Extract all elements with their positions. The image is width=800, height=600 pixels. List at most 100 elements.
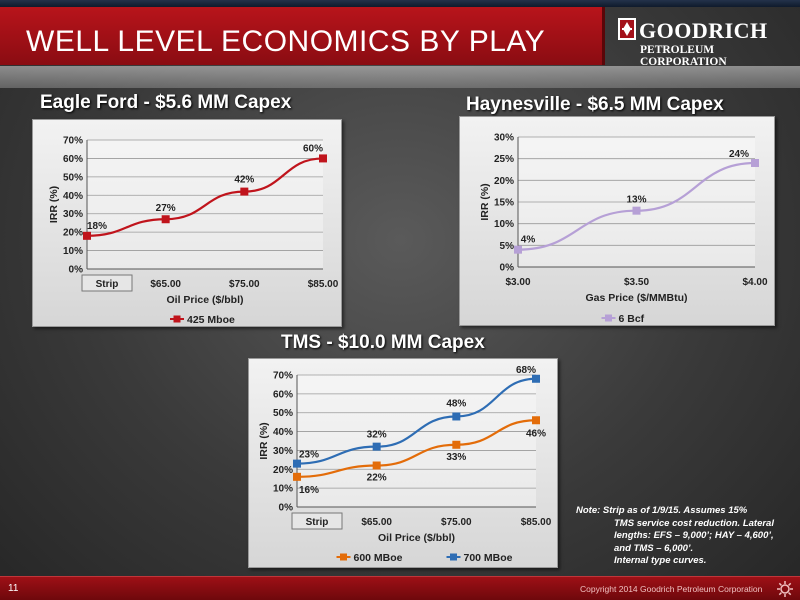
ef-data-point	[83, 231, 91, 240]
title-bar: WELL LEVEL ECONOMICS BY PLAY	[0, 7, 605, 65]
slide-title: WELL LEVEL ECONOMICS BY PLAY	[26, 25, 546, 58]
ef-data-label: 27%	[156, 203, 176, 214]
hv-data-point	[632, 206, 641, 215]
hv-y-tick-label: 20%	[494, 176, 514, 187]
hv-data-label: 24%	[729, 149, 749, 160]
eagle-ford-chart: 0% 10% 20% 30% 40% 50% 60% 70% Strip $65.00 $75.00…	[48, 136, 339, 327]
ef-data-label: 42%	[234, 175, 254, 186]
hv-legend-marker	[605, 314, 612, 322]
hv-x-tick-label: $3.00	[505, 277, 530, 288]
footer-bar: 11 Copyright 2014 Goodrich Petroleum Cor…	[0, 576, 800, 600]
tms-data-point	[532, 416, 540, 425]
tms-legend-marker	[340, 553, 347, 561]
ef-x-tick-label: $85.00	[308, 279, 339, 290]
tms-x-tick-label: $75.00	[441, 517, 472, 528]
tms-data-point	[372, 442, 381, 451]
ef-y-tick-label: 30%	[63, 209, 83, 220]
hv-x-tick-label: $3.50	[624, 277, 649, 288]
ef-y-tick-label: 10%	[63, 246, 83, 257]
ef-data-label: 18%	[87, 221, 107, 232]
tms-strip-box	[291, 512, 343, 530]
ef-y-tick-label: 50%	[63, 172, 83, 183]
tms-y-tick-label: 70%	[273, 371, 293, 382]
tms-data-label: 32%	[367, 430, 387, 441]
tms-heading: TMS - $10.0 MM Capex	[281, 332, 485, 353]
hv-data-label: 13%	[626, 195, 646, 206]
footnote-line-4: and TMS – 6,000’.	[614, 542, 694, 554]
ef-x-tick-label: $75.00	[229, 279, 260, 290]
tms-y-tick-label: 10%	[273, 484, 293, 495]
ef-legend-marker	[173, 315, 181, 323]
tms-y-tick-label: 50%	[273, 408, 293, 419]
tms-chart: 0% 10% 20% 30% 40% 50% 60% 70% Strip $65.00 $75.00…	[258, 365, 552, 564]
footnote-line-5: Internal type curves.	[614, 555, 707, 566]
footnote-line-3: lengths: EFS – 9,000’; HAY – 4,600’,	[614, 530, 774, 541]
goodrich-logo-icon	[618, 18, 636, 40]
hv-x-axis-title: Gas Price ($/MMBtu)	[585, 292, 687, 304]
tms-data-label: 48%	[446, 398, 466, 409]
copyright-text: Copyright 2014 Goodrich Petroleum Corpor…	[580, 584, 763, 594]
hv-legend-label: 6 Bcf	[619, 313, 645, 325]
ef-series-line	[86, 157, 324, 237]
hv-x-tick-label: $4.00	[742, 277, 767, 288]
haynesville-heading: Haynesville - $6.5 MM Capex	[466, 94, 724, 115]
ef-y-tick-label: 40%	[63, 191, 83, 202]
tms-data-point	[372, 461, 381, 470]
ef-x-axis-title: Oil Price ($/bbl)	[166, 294, 243, 306]
ef-data-point	[240, 187, 249, 196]
eagle-ford-heading: Eagle Ford - $5.6 MM Capex	[40, 92, 292, 113]
tms-chart-panel: 0% 10% 20% 30% 40% 50% 60% 70% Strip $65.00 $75.00…	[248, 358, 558, 568]
hv-data-point	[514, 245, 522, 254]
ef-y-tick-label: 20%	[63, 228, 83, 239]
tms-data-label: 46%	[526, 428, 546, 439]
ef-y-axis-title: IRR (%)	[48, 186, 60, 223]
tms-data-point	[452, 412, 461, 421]
tms-data-label: 22%	[367, 473, 387, 484]
ef-x-tick-label: $65.00	[150, 279, 181, 290]
hv-y-tick-label: 25%	[494, 154, 514, 165]
tms-data-point	[532, 374, 540, 383]
tms-x-tick-label: $85.00	[521, 517, 552, 528]
hv-y-tick-label: 5%	[500, 241, 515, 252]
footnote-line-1: Note: Strip as of 1/9/15. Assumes 15%	[576, 505, 748, 516]
company-logo: GOODRICH PETROLEUM CORPORATION	[618, 18, 793, 68]
hv-y-tick-label: 10%	[494, 219, 514, 230]
tms-x-tick-label: Strip	[306, 517, 329, 528]
tms-legend-label: 600 MBoe	[354, 552, 403, 564]
tms-x-axis-title: Oil Price ($/bbl)	[378, 532, 455, 544]
tms-data-label: 23%	[299, 450, 319, 461]
tms-legend-marker	[450, 553, 457, 561]
footnote-line-2: TMS service cost reduction. Lateral	[614, 517, 774, 529]
tms-y-axis-title: IRR (%)	[258, 422, 270, 459]
eagle-ford-chart-panel: 0% 10% 20% 30% 40% 50% 60% 70% Strip $65.00 $75.00…	[32, 119, 342, 327]
hv-data-point	[751, 159, 759, 167]
tms-data-point	[293, 472, 301, 481]
ef-data-label: 60%	[303, 143, 323, 154]
haynesville-chart-panel: 0% 5% 10% 15% 20% 25% 30% $3.00 $3.50 $4.00 Gas Pr…	[459, 116, 775, 326]
tms-legend-label: 700 MBoe	[464, 552, 513, 564]
ef-legend-label: 425 Mboe	[187, 314, 235, 326]
tms-y-tick-label: 30%	[273, 446, 293, 457]
tms-series-line	[296, 419, 537, 478]
ef-y-tick-label: 60%	[63, 154, 83, 165]
header-shadow-band	[0, 66, 800, 88]
hv-y-tick-label: 0%	[500, 263, 515, 274]
hv-y-tick-label: 15%	[494, 198, 514, 209]
tms-y-tick-label: 20%	[273, 465, 293, 476]
tms-series-line	[296, 377, 537, 465]
logo-wordmark: GOODRICH	[639, 18, 768, 43]
hv-y-axis-title: IRR (%)	[479, 183, 491, 220]
ef-strip-box	[81, 274, 133, 292]
tms-data-label: 16%	[299, 485, 319, 496]
page-number: 11	[8, 583, 19, 594]
tms-y-tick-label: 0%	[279, 503, 294, 514]
hv-y-tick-label: 30%	[494, 133, 514, 144]
hv-data-label: 4%	[521, 235, 536, 246]
ef-y-tick-label: 70%	[63, 136, 83, 147]
tms-y-tick-label: 40%	[273, 427, 293, 438]
tms-x-tick-label: $65.00	[361, 517, 392, 528]
ef-y-tick-label: 0%	[69, 265, 84, 276]
haynesville-chart: 0% 5% 10% 15% 20% 25% 30% $3.00 $3.50 $4.00 Gas Pr…	[479, 133, 768, 326]
tms-data-point	[452, 440, 461, 449]
footnote: Note: Strip as of 1/9/15. Assumes 15% TM…	[576, 505, 796, 568]
